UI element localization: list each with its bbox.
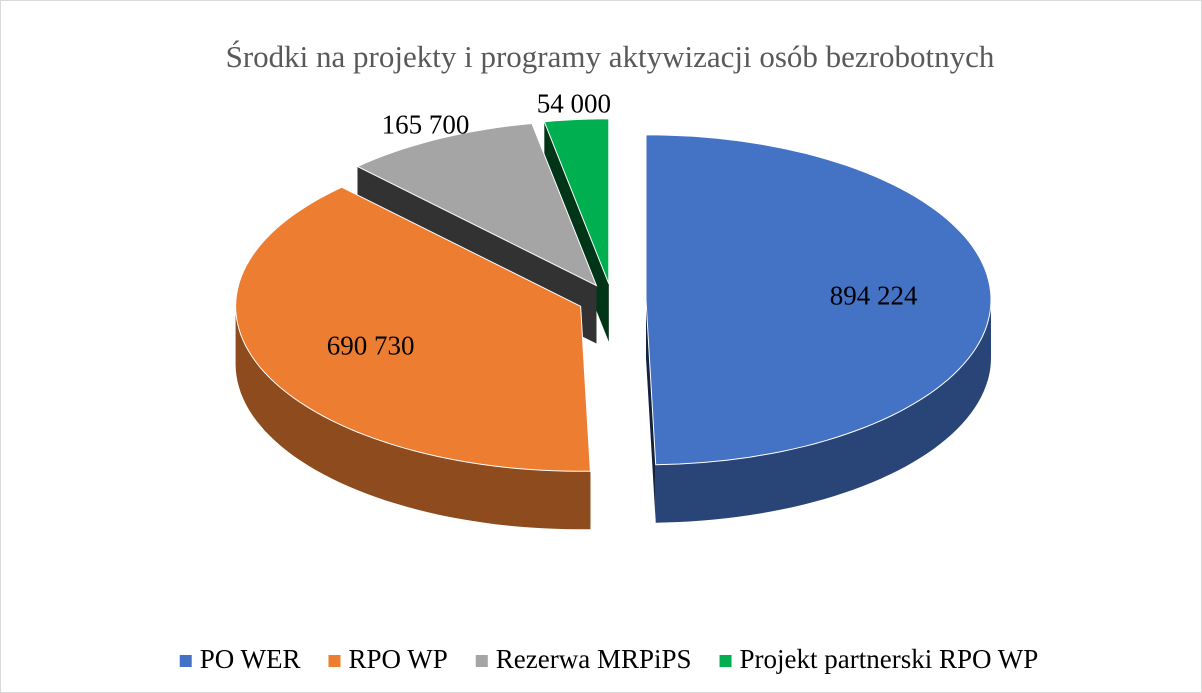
slice [356,122,598,287]
legend-label: Rezerwa MRPiPS [496,644,692,674]
legend-label: PO WER [200,644,301,674]
slice [235,186,591,472]
data-label: 690 730 [327,331,415,361]
data-label: 165 700 [382,109,470,139]
legend-marker [475,655,488,667]
legend-marker [328,655,341,667]
slice-wall [645,299,656,523]
legend-marker [179,655,192,667]
data-label: 894 224 [830,280,918,310]
data-label: 54 000 [537,89,611,119]
pie-tops [235,118,992,472]
slice-side [235,306,591,530]
legend-label: RPO WP [348,644,447,674]
chart-title: Środki na projekty i programy aktywizacj… [226,39,995,74]
legend-marker [719,655,732,667]
slice [645,134,992,466]
legend-label: Projekt partnerski RPO WP [740,644,1039,674]
slice [543,118,610,284]
slice-side [655,299,991,523]
legend: PO WER RPO WP Rezerwa MRPiPS Projekt partne… [179,644,1039,674]
